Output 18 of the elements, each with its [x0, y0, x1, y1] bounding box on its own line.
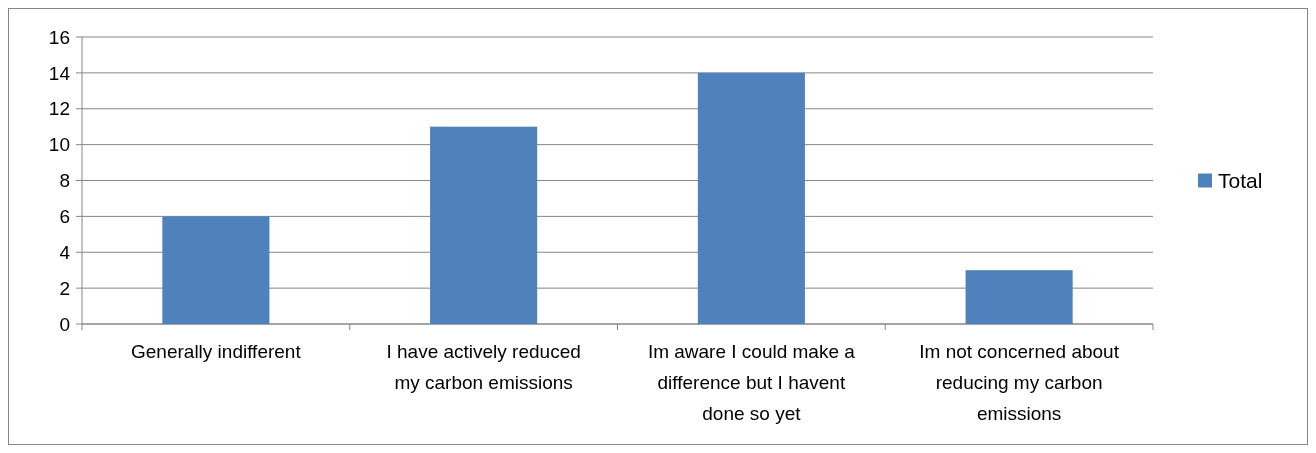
x-tick-label: I have actively reduced my carbon emissions: [386, 341, 581, 393]
y-tick-label: 2: [59, 277, 70, 299]
bar: [965, 270, 1073, 324]
y-tick-label: 16: [48, 26, 70, 48]
y-tick-label: 8: [59, 170, 70, 192]
legend-label: Total: [1218, 168, 1263, 192]
bar: [430, 126, 538, 324]
y-tick-label: 10: [48, 134, 70, 156]
x-tick-label: Im aware I could make a difference but I havent done so yet: [647, 341, 856, 424]
y-tick-label: 12: [48, 98, 70, 120]
bar: [697, 72, 805, 324]
y-tick-label: 4: [59, 241, 71, 263]
x-tick-label: Im not concerned about reducing my carbon emissions: [919, 341, 1120, 424]
y-tick-label: 0: [59, 313, 70, 335]
bar: [162, 216, 270, 324]
y-tick-label: 6: [59, 206, 70, 228]
x-tick-label: Generally indifferent: [131, 341, 302, 362]
y-tick-label: 14: [48, 62, 71, 84]
